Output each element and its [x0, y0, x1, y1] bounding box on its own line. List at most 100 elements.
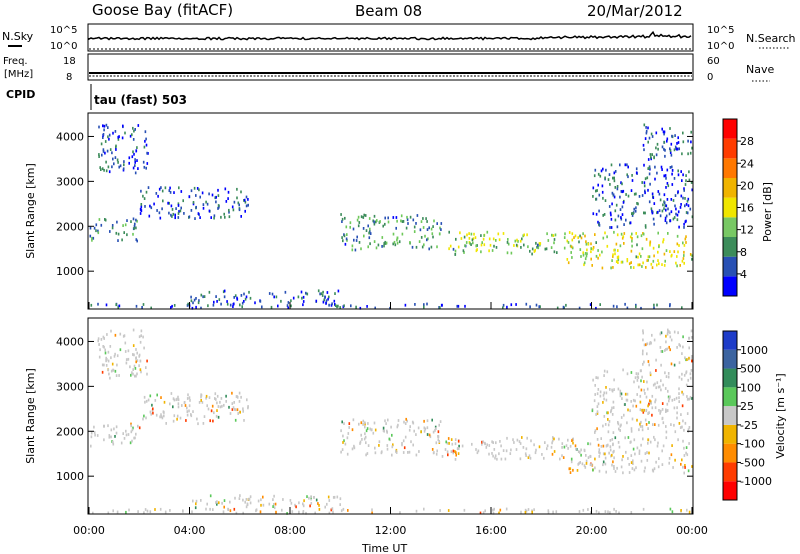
- echo-cell: [134, 374, 136, 378]
- echo-cell: [139, 340, 142, 344]
- date-title: 20/Mar/2012: [587, 2, 683, 20]
- echo-cell: [482, 511, 485, 515]
- echo-cell: [440, 228, 442, 231]
- echo-cell: [653, 303, 655, 307]
- echo-cell: [471, 442, 473, 446]
- echo-cell: [596, 189, 598, 192]
- echo-cell: [590, 250, 592, 254]
- echo-cell: [522, 234, 524, 238]
- echo-cell: [342, 441, 344, 444]
- echo-cell: [238, 497, 241, 500]
- echo-cell: [364, 435, 367, 439]
- echo-cell: [116, 220, 118, 224]
- echo-cell: [519, 457, 522, 461]
- echo-cell: [663, 207, 665, 211]
- echo-cell: [680, 413, 682, 416]
- echo-cell: [171, 215, 173, 218]
- echo-cell: [688, 397, 690, 401]
- echo-cell: [589, 455, 592, 458]
- echo-cell: [107, 368, 110, 372]
- echo-cell: [413, 429, 415, 433]
- echo-cell: [122, 224, 124, 227]
- echo-cell: [155, 413, 158, 417]
- echo-cell: [446, 450, 449, 454]
- echo-cell: [647, 188, 649, 192]
- echo-cell: [318, 504, 320, 507]
- echo-cell: [452, 247, 455, 251]
- echo-cell: [533, 508, 535, 512]
- echo-cell: [131, 155, 134, 159]
- echo-cell: [612, 253, 614, 257]
- echo-cell: [372, 219, 374, 223]
- echo-cell: [395, 226, 397, 230]
- echo-cell: [499, 440, 501, 443]
- echo-cell: [595, 212, 598, 216]
- velocity-colorbar-label: Velocity [m s⁻¹]: [774, 373, 787, 458]
- echo-cell: [584, 257, 587, 261]
- echo-cell: [687, 139, 689, 143]
- echo-cell: [325, 299, 328, 303]
- echo-cell: [654, 438, 656, 442]
- echo-cell: [613, 195, 616, 199]
- echo-cell: [384, 419, 386, 423]
- echo-cell: [661, 416, 664, 420]
- echo-cell: [106, 333, 108, 336]
- echo-cell: [667, 389, 669, 393]
- echo-cell: [135, 432, 137, 436]
- echo-cell: [611, 191, 614, 195]
- echo-cell: [336, 495, 339, 499]
- echo-cell: [667, 232, 669, 235]
- echo-cell: [643, 388, 645, 392]
- echo-cell: [375, 246, 378, 250]
- echo-cell: [635, 372, 638, 375]
- echo-cell: [135, 348, 137, 351]
- colorbar-tick-label: 500: [740, 363, 761, 376]
- echo-cell: [572, 468, 574, 472]
- echo-cell: [239, 410, 241, 414]
- echo-cell: [531, 252, 533, 256]
- echo-cell: [246, 502, 249, 506]
- echo-cell: [246, 398, 248, 402]
- echo-cell: [534, 451, 537, 455]
- echo-cell: [366, 305, 368, 308]
- echo-cell: [668, 461, 670, 465]
- echo-cell: [659, 346, 662, 349]
- echo-cell: [191, 510, 193, 514]
- echo-cell: [677, 210, 680, 214]
- echo-cell: [182, 509, 184, 513]
- echo-cell: [190, 295, 192, 299]
- echo-cell: [160, 186, 162, 189]
- echo-cell: [590, 247, 592, 250]
- echo-cell: [545, 247, 548, 251]
- echo-cell: [677, 136, 679, 140]
- echo-cell: [396, 241, 399, 245]
- echo-cell: [272, 498, 274, 501]
- echo-cell: [669, 127, 671, 130]
- echo-cell: [654, 165, 656, 169]
- echo-cell: [415, 245, 418, 249]
- echo-cell: [368, 236, 371, 240]
- echo-cell: [90, 444, 92, 448]
- echo-cell: [523, 243, 525, 247]
- echo-cell: [364, 421, 366, 425]
- echo-cell: [624, 163, 627, 167]
- echo-cell: [620, 181, 622, 185]
- echo-cell: [386, 430, 388, 434]
- echo-cell: [427, 237, 429, 241]
- echo-cell: [604, 462, 607, 466]
- echo-cell: [677, 250, 679, 254]
- echo-cell: [200, 393, 203, 397]
- echo-cell: [438, 423, 440, 427]
- echo-cell: [486, 230, 489, 234]
- echo-cell: [132, 353, 134, 356]
- echo-cell: [621, 205, 624, 209]
- echo-cell: [139, 207, 142, 211]
- echo-cell: [674, 458, 676, 462]
- echo-cell: [123, 437, 126, 440]
- echo-cell: [131, 371, 133, 375]
- echo-cell: [657, 231, 659, 235]
- echo-cell: [343, 422, 345, 425]
- echo-cell: [336, 305, 338, 309]
- echo-cell: [539, 243, 541, 247]
